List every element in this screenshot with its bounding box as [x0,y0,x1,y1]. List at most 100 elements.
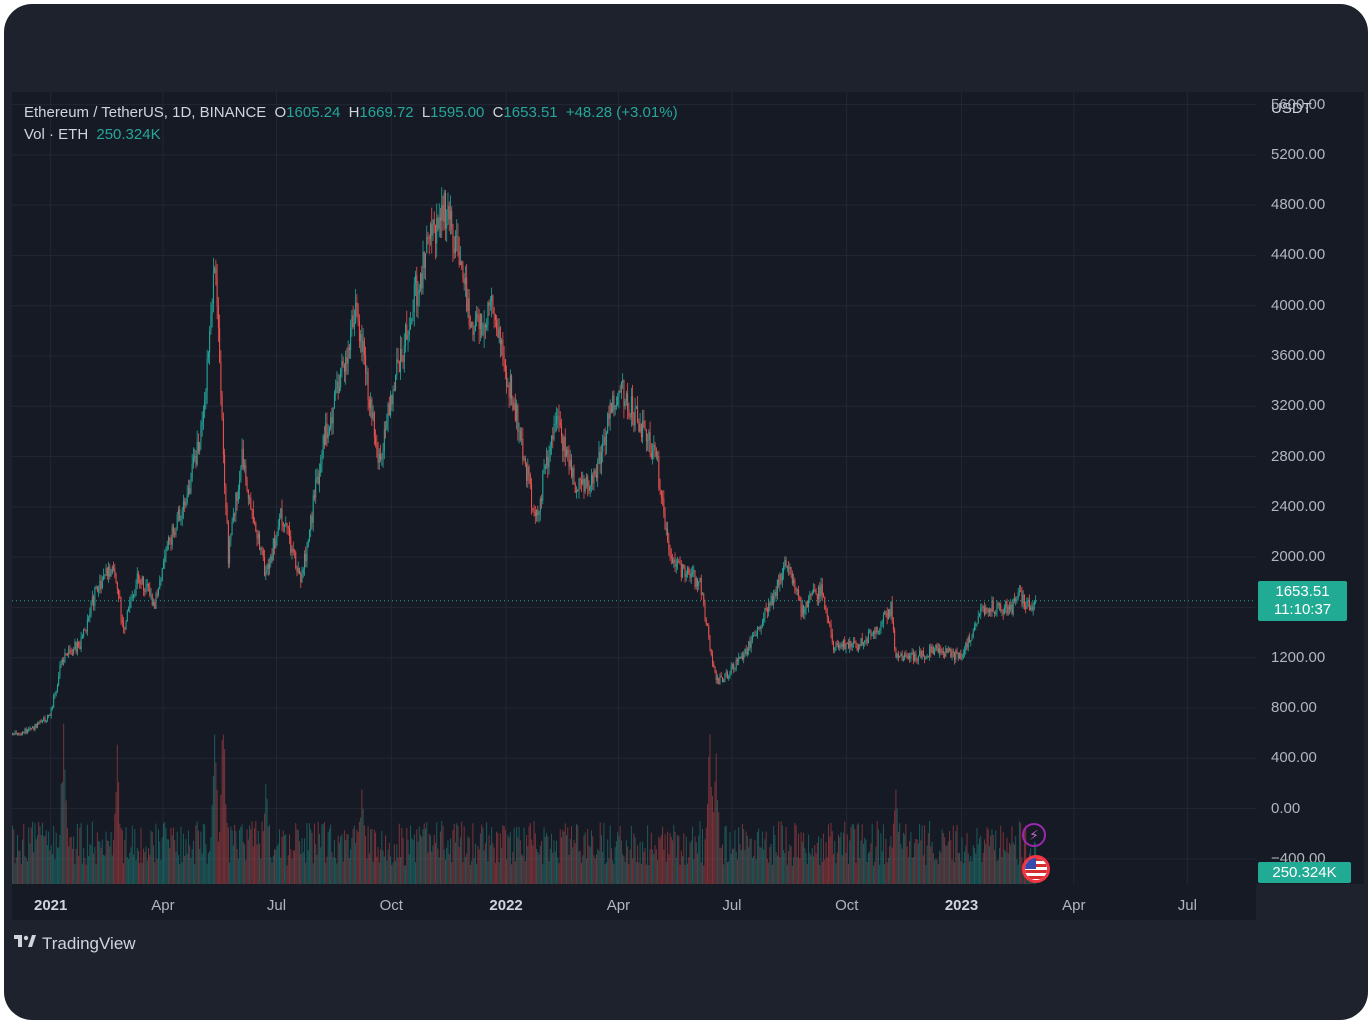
candle-body [907,655,909,659]
volume-bar [16,834,18,884]
volume-bar [264,813,266,884]
candle-body [60,663,62,665]
candle-body [624,401,626,407]
volume-bar [592,836,594,884]
chart-pane[interactable] [12,92,1256,884]
candle-body [95,587,97,589]
candle-body [447,206,449,225]
volume-bar [517,837,519,884]
volume-bar [588,845,590,884]
candle-body [502,340,504,355]
candle-body [120,598,122,620]
volume-bar [271,862,273,884]
candle-body [333,393,335,409]
candle-body [14,732,16,735]
candle-body [660,490,662,498]
candle-body [43,718,45,721]
volume-bar [872,865,874,884]
volume-bar [293,850,295,884]
volume-bar [944,837,946,884]
volume-bar [492,843,494,884]
us-flag-icon[interactable] [1022,855,1050,883]
volume-bar [1011,826,1013,884]
volume-bar [553,840,555,884]
candle-body [743,654,745,660]
volume-bar [444,859,446,884]
volume-bar [503,826,505,884]
candle-body [672,558,674,563]
candle-body [13,734,15,736]
candle-body [721,677,723,683]
candle-body [524,458,526,464]
candle-body [1016,597,1018,599]
volume-bar [91,821,93,884]
volume-bar [831,831,833,884]
candlestick-chart[interactable] [12,92,1256,884]
candle-body [773,596,775,605]
volume-bar [970,855,972,884]
volume-bar [516,826,518,884]
candle-body [794,579,796,588]
candle-body [156,594,158,596]
candle-body [847,643,849,649]
volume-bar [614,847,616,884]
candle-body [471,322,473,327]
volume-bar [457,825,459,884]
volume-bar [630,825,632,884]
candle-body [192,457,194,465]
lightning-icon[interactable]: ⚡ [1022,823,1046,847]
volume-bar [473,857,475,884]
volume-bar [914,843,916,884]
candle-body [402,361,404,363]
legend-symbol[interactable]: Ethereum / TetherUS, 1D, BINANCE [24,104,267,121]
volume-bar [675,857,677,884]
volume-bar [167,839,169,884]
volume-bar [305,862,307,884]
candle-body [558,416,560,422]
volume-legend-label[interactable]: Vol · ETH [24,126,89,143]
volume-bar [539,845,541,884]
volume-bar [55,832,57,884]
volume-bar [80,823,82,884]
volume-bar [857,823,859,884]
candle-body [169,537,171,540]
candle-body [537,509,539,516]
candle-body [821,584,823,595]
volume-bar [961,837,963,884]
volume-bar [840,832,842,884]
volume-bar [110,832,112,884]
volume-bar [282,830,284,884]
time-axis[interactable] [12,884,1256,920]
candle-body [448,206,450,220]
volume-bar [577,825,579,884]
volume-bar [192,840,194,884]
candle-body [406,324,408,340]
candle-body [675,564,677,567]
price-axis[interactable] [1256,92,1364,884]
volume-bar [343,830,345,884]
candle-body [841,644,843,647]
volume-bar [585,858,587,884]
candle-body [674,559,676,567]
candle-body [316,476,318,479]
volume-bar [743,828,745,884]
volume-bar [962,863,964,884]
volume-bar [502,825,504,884]
volume-bar [185,838,187,884]
volume-bar [751,858,753,884]
candle-body [159,580,161,590]
volume-bar [985,843,987,884]
candle-body [920,650,922,659]
volume-bar [594,858,596,884]
candle-body [226,508,228,523]
volume-bar [670,836,672,884]
volume-bar [1008,842,1010,884]
candle-body [146,584,148,586]
tradingview-logo[interactable]: TradingView [14,934,136,954]
candle-body [308,530,310,541]
candle-body [483,324,485,334]
candle-body [531,484,533,509]
candle-body [944,654,946,657]
volume-bar [224,748,226,884]
volume-bar [149,854,151,884]
